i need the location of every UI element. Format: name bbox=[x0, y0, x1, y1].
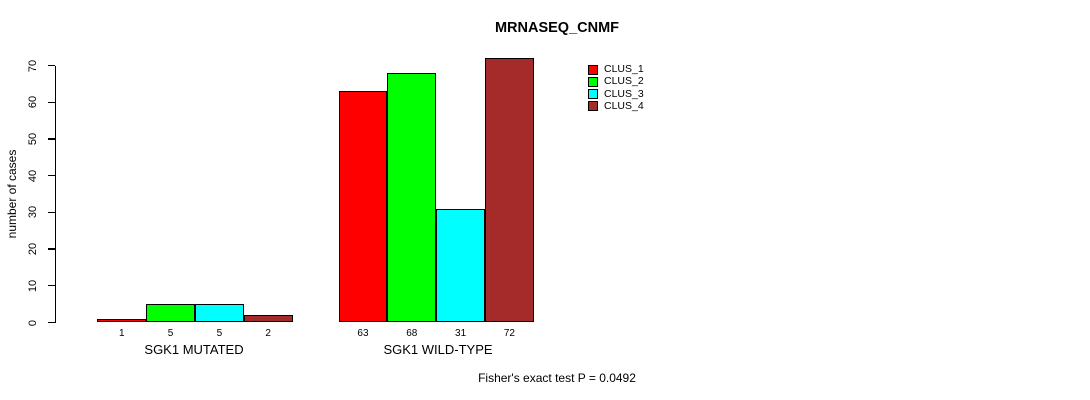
y-axis-tick bbox=[48, 175, 55, 177]
bar-value-label: 68 bbox=[406, 327, 418, 339]
group-label-sgk1-mutated: SGK1 MUTATED bbox=[144, 342, 244, 357]
legend-item-clus_4: CLUS_4 bbox=[588, 99, 644, 112]
y-tick-label: 70 bbox=[27, 59, 39, 72]
legend-label: CLUS_1 bbox=[604, 63, 644, 75]
y-axis-line bbox=[55, 65, 57, 324]
legend-swatch-clus_1 bbox=[588, 64, 598, 75]
y-tick-label: 0 bbox=[27, 319, 39, 326]
legend-label: CLUS_2 bbox=[604, 75, 644, 88]
y-axis-tick bbox=[48, 321, 55, 324]
bar-value-label: 63 bbox=[357, 327, 369, 339]
legend-item-clus_1: CLUS_1 bbox=[588, 64, 644, 75]
legend-item-clus_3: CLUS_3 bbox=[588, 87, 644, 100]
y-axis-tick bbox=[48, 248, 55, 250]
legend-swatch-clus_2 bbox=[588, 76, 598, 87]
legend-label: CLUS_4 bbox=[604, 99, 644, 112]
y-axis-tick bbox=[48, 101, 55, 103]
y-axis-tick bbox=[48, 64, 55, 67]
bar-clus_3-mutated bbox=[195, 304, 244, 323]
legend-swatch-clus_3 bbox=[588, 89, 598, 100]
y-tick-label: 30 bbox=[27, 206, 39, 219]
bar-value-label: 5 bbox=[216, 327, 223, 339]
bar-value-label: 1 bbox=[119, 327, 125, 339]
y-tick-label: 50 bbox=[27, 132, 39, 146]
legend-label: CLUS_3 bbox=[604, 87, 644, 100]
chart-title: MRNASEQ_CNMF bbox=[494, 20, 620, 36]
bar-clus_3-wild-type bbox=[436, 208, 485, 323]
y-tick-label: 10 bbox=[27, 279, 39, 292]
fisher-test-annotation: Fisher's exact test P = 0.0492 bbox=[478, 371, 636, 385]
y-tick-label: 40 bbox=[27, 169, 39, 182]
y-axis-tick bbox=[48, 285, 55, 287]
bar-value-label: 2 bbox=[265, 327, 271, 339]
y-axis-label: number of cases bbox=[5, 149, 19, 239]
bar-value-label: 31 bbox=[455, 327, 467, 339]
legend-swatch-clus_4 bbox=[588, 101, 598, 112]
y-axis-tick bbox=[48, 138, 55, 140]
bar-clus_4-wild-type bbox=[485, 58, 534, 323]
y-tick-label: 60 bbox=[27, 96, 39, 109]
group-label-sgk1-wild-type: SGK1 WILD-TYPE bbox=[383, 342, 493, 357]
bar-clus_4-mutated bbox=[243, 315, 293, 323]
legend-item-clus_2: CLUS_2 bbox=[588, 76, 644, 87]
bar-value-label: 5 bbox=[167, 327, 174, 339]
bar-clus_1-mutated bbox=[97, 318, 147, 323]
bar-value-label: 72 bbox=[503, 327, 515, 339]
bar-clus_1-wild-type bbox=[338, 91, 388, 323]
bar-clus_2-wild-type bbox=[387, 72, 437, 323]
bar-clus_2-mutated bbox=[146, 304, 195, 323]
y-tick-label: 20 bbox=[27, 242, 39, 256]
y-axis-tick bbox=[48, 211, 55, 214]
